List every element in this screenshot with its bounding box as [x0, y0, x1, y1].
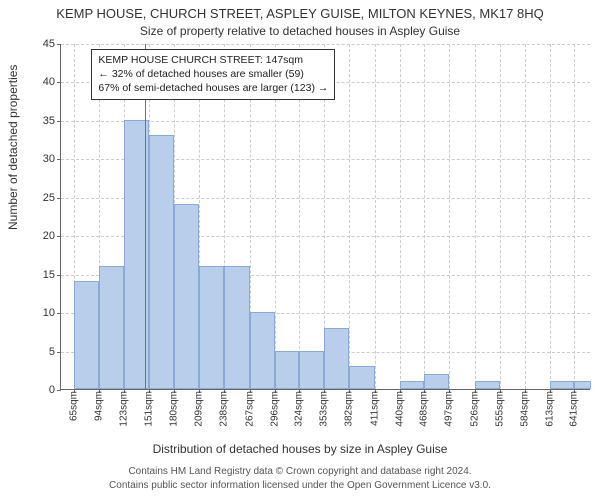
x-tick-label: 324sqm	[294, 391, 305, 427]
x-tick-label: 440sqm	[394, 391, 405, 427]
footer-licence: Contains public sector information licen…	[0, 480, 600, 491]
x-tick-label: 209sqm	[194, 391, 205, 427]
histogram-bar	[400, 381, 424, 389]
chart-container: KEMP HOUSE, CHURCH STREET, ASPLEY GUISE,…	[0, 0, 600, 500]
gridline-vertical	[475, 44, 476, 389]
histogram-bar	[174, 204, 199, 389]
x-tick-label: 296sqm	[269, 391, 280, 427]
y-tick-label: 40	[25, 76, 55, 88]
y-tick-mark	[57, 352, 61, 353]
histogram-bar	[74, 281, 99, 389]
histogram-bar	[550, 381, 574, 389]
y-axis-label: Number of detached properties	[6, 65, 20, 230]
y-tick-mark	[57, 390, 61, 391]
x-tick-label: 613sqm	[545, 391, 556, 427]
y-tick-mark	[57, 275, 61, 276]
chart-subtitle: Size of property relative to detached ho…	[0, 24, 600, 38]
gridline-vertical	[375, 44, 376, 389]
histogram-bar	[199, 266, 224, 389]
y-tick-label: 0	[25, 384, 55, 396]
y-tick-label: 15	[25, 269, 55, 281]
x-tick-label: 555sqm	[494, 391, 505, 427]
histogram-bar	[275, 351, 299, 389]
histogram-bar	[324, 328, 349, 390]
y-tick-label: 35	[25, 115, 55, 127]
histogram-bar	[299, 351, 324, 389]
y-tick-label: 45	[25, 38, 55, 50]
x-tick-label: 353sqm	[319, 391, 330, 427]
infobox-line: ← 32% of detached houses are smaller (59…	[98, 67, 328, 81]
gridline-vertical	[424, 44, 425, 389]
gridline-vertical	[500, 44, 501, 389]
gridline-horizontal	[61, 44, 590, 45]
y-tick-label: 5	[25, 346, 55, 358]
x-tick-label: 65sqm	[69, 391, 80, 421]
histogram-bar	[475, 381, 500, 389]
plot-area: 05101520253035404565sqm94sqm123sqm151sqm…	[60, 44, 590, 390]
x-tick-label: 411sqm	[369, 391, 380, 426]
infobox-line: KEMP HOUSE CHURCH STREET: 147sqm	[98, 53, 328, 67]
y-tick-label: 10	[25, 307, 55, 319]
histogram-bar	[149, 135, 174, 389]
histogram-bar	[99, 266, 124, 389]
x-axis-label: Distribution of detached houses by size …	[0, 442, 600, 456]
y-tick-mark	[57, 236, 61, 237]
histogram-bar	[574, 381, 591, 389]
gridline-vertical	[449, 44, 450, 389]
infobox-line: 67% of semi-detached houses are larger (…	[98, 81, 328, 95]
x-tick-label: 267sqm	[244, 391, 255, 427]
x-tick-label: 94sqm	[94, 391, 105, 421]
y-tick-mark	[57, 198, 61, 199]
x-tick-label: 238sqm	[219, 391, 230, 427]
y-tick-mark	[57, 82, 61, 83]
y-tick-mark	[57, 44, 61, 45]
y-tick-mark	[57, 159, 61, 160]
x-tick-label: 584sqm	[519, 391, 530, 427]
histogram-bar	[250, 312, 275, 389]
gridline-vertical	[400, 44, 401, 389]
gridline-vertical	[574, 44, 575, 389]
x-tick-label: 468sqm	[419, 391, 430, 427]
x-tick-label: 123sqm	[119, 391, 130, 427]
y-tick-label: 30	[25, 153, 55, 165]
x-tick-label: 180sqm	[168, 391, 179, 427]
x-tick-label: 382sqm	[344, 391, 355, 427]
y-tick-label: 20	[25, 230, 55, 242]
y-tick-mark	[57, 121, 61, 122]
x-tick-label: 497sqm	[444, 391, 455, 427]
chart-title: KEMP HOUSE, CHURCH STREET, ASPLEY GUISE,…	[0, 6, 600, 21]
footer-copyright: Contains HM Land Registry data © Crown c…	[0, 466, 600, 477]
property-infobox: KEMP HOUSE CHURCH STREET: 147sqm← 32% of…	[91, 49, 335, 100]
y-tick-label: 25	[25, 192, 55, 204]
y-tick-mark	[57, 313, 61, 314]
x-tick-label: 641sqm	[569, 391, 580, 427]
histogram-bar	[424, 374, 449, 389]
gridline-vertical	[525, 44, 526, 389]
gridline-vertical	[550, 44, 551, 389]
gridline-vertical	[349, 44, 350, 389]
histogram-bar	[224, 266, 249, 389]
x-tick-label: 526sqm	[469, 391, 480, 427]
x-tick-label: 151sqm	[143, 391, 154, 427]
histogram-bar	[349, 366, 374, 389]
